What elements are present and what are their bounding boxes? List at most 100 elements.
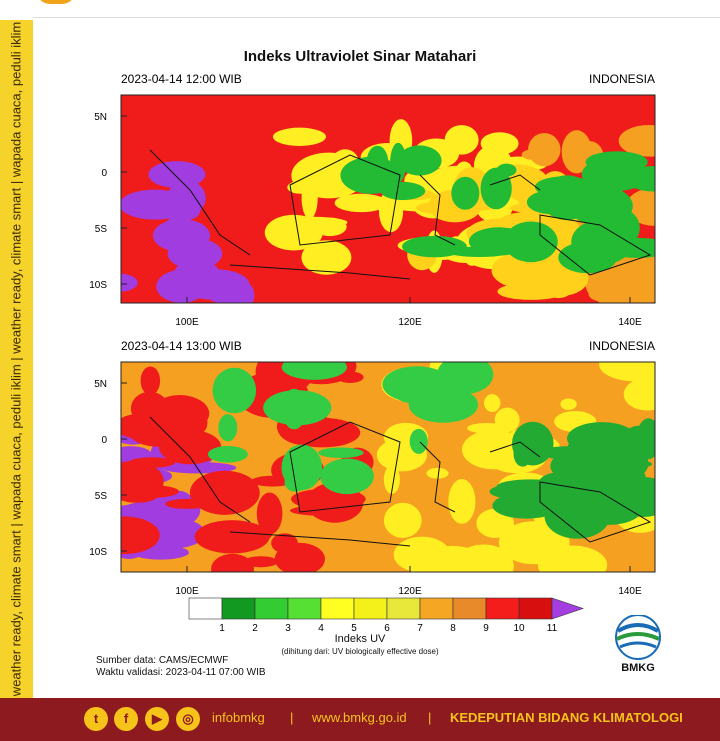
uv-area <box>150 395 210 433</box>
uv-area <box>494 407 520 433</box>
lon-label: 140E <box>618 317 642 328</box>
colorbar-label: 6 <box>384 623 390 634</box>
uv-area <box>504 221 558 263</box>
coastline <box>419 174 456 246</box>
uv-area <box>492 492 561 519</box>
instagram-icon[interactable]: ◎ <box>176 707 200 731</box>
uv-area <box>340 156 402 194</box>
lat-label: 0 <box>101 168 107 179</box>
colorbar-box <box>386 597 421 620</box>
uv-area <box>121 516 160 555</box>
uv-area <box>561 130 592 174</box>
coastline <box>539 481 652 543</box>
uv-area <box>212 367 257 414</box>
colorbar-box <box>419 597 454 620</box>
title: Indeks Ultraviolet Sinar Matahari <box>243 48 477 65</box>
uv-area <box>156 269 207 303</box>
uv-area <box>207 446 248 463</box>
uv-area <box>448 479 476 524</box>
uv-area <box>426 467 449 479</box>
colorbar-label: 3 <box>285 623 291 634</box>
uv-area <box>408 386 479 423</box>
colorbar-box <box>452 597 487 620</box>
coastline <box>229 531 411 547</box>
uv-area <box>409 428 428 454</box>
colorbar-arrow <box>551 597 584 620</box>
uv-area <box>560 398 577 410</box>
lat-label: 10S <box>89 547 107 558</box>
colorbar-label: 11 <box>547 623 558 634</box>
uv-area <box>281 444 323 491</box>
colorbar-box <box>188 597 223 620</box>
coastline <box>539 214 652 276</box>
map <box>121 95 655 303</box>
uv-area <box>585 260 653 303</box>
maps: 2023-04-14 12:00 WIB INDONESIA5N05S10S100… <box>89 72 656 634</box>
uv-area <box>230 525 273 543</box>
uv-area <box>334 193 388 213</box>
uv-area <box>266 375 293 392</box>
top-line <box>33 17 720 18</box>
lat-label: 5N <box>94 112 107 123</box>
footer-sep: | <box>428 710 432 725</box>
coastline <box>289 421 401 513</box>
validity: Waktu validasi: 2023-04-11 07:00 WIB <box>96 667 266 678</box>
uv-area <box>208 483 228 505</box>
uv-area <box>271 533 298 554</box>
colorbar-box <box>353 597 388 620</box>
panel-region: INDONESIA <box>589 339 655 353</box>
facebook-icon[interactable]: f <box>114 707 138 731</box>
uv-area <box>484 394 501 413</box>
uv-area <box>301 240 352 275</box>
uv-area <box>121 189 192 220</box>
colorbar-box <box>518 597 553 620</box>
uv-area <box>480 167 512 210</box>
coastline <box>229 264 411 280</box>
colorbar-label: 9 <box>483 623 489 634</box>
uv-area <box>501 262 554 277</box>
map <box>121 362 655 572</box>
lat-label: 5N <box>94 379 107 390</box>
panel-time: 2023-04-14 13:00 WIB <box>121 339 242 353</box>
colorbar-box <box>320 597 355 620</box>
lat-label: 10S <box>89 280 107 291</box>
uv-area <box>251 475 294 487</box>
uv-area <box>383 465 400 494</box>
uv-area <box>437 362 494 395</box>
uv-area <box>476 508 514 539</box>
coastline <box>149 416 251 523</box>
lat-label: 0 <box>101 435 107 446</box>
uv-area <box>496 479 565 495</box>
uv-area <box>497 283 565 300</box>
twitter-icon[interactable]: t <box>84 707 108 731</box>
lat-label: 5S <box>95 491 108 502</box>
colorbar-note: (dihitung dari: UV biologically effectiv… <box>281 647 439 656</box>
uv-area <box>128 457 176 468</box>
colorbar-title: Indeks UV <box>334 633 386 645</box>
uv-area <box>444 125 479 155</box>
uv-area <box>397 145 442 176</box>
sidebar <box>0 20 33 698</box>
uv-area <box>393 536 451 572</box>
uv-area <box>313 217 347 237</box>
uv-area <box>121 273 138 292</box>
coastline <box>489 441 541 458</box>
uv-area <box>140 366 161 396</box>
youtube-icon[interactable]: ▶ <box>145 707 169 731</box>
uv-area <box>383 502 422 538</box>
coastline <box>289 154 401 246</box>
uv-area <box>571 219 633 265</box>
uv-area <box>402 235 467 258</box>
uv-area <box>211 553 254 572</box>
bmkg-logo <box>615 615 661 660</box>
map-frame <box>120 361 656 573</box>
colorbar-box <box>221 597 256 620</box>
uv-area <box>263 390 332 426</box>
colorbar-label: 4 <box>318 623 324 634</box>
uv-area <box>284 417 361 448</box>
uv-area <box>451 176 480 210</box>
panel-time: 2023-04-14 12:00 WIB <box>121 72 242 86</box>
uv-area <box>636 418 655 460</box>
uv-area <box>538 545 608 572</box>
